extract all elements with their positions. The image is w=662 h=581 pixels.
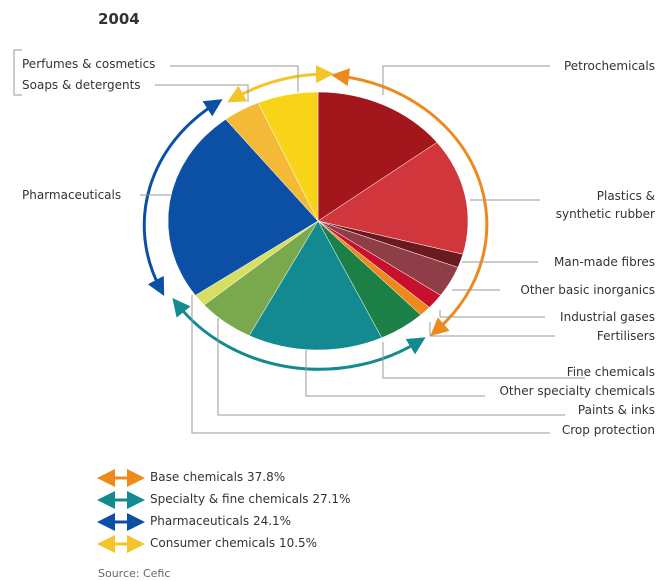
arrow xyxy=(172,297,426,371)
slice-label: Fine chemicals xyxy=(566,365,655,379)
legend-label: Specialty & fine chemicals 27.1% xyxy=(150,492,351,506)
pie-slice xyxy=(317,91,438,222)
slice-label: Soaps & detergents xyxy=(22,78,141,92)
source: Source: Cefic xyxy=(98,567,171,580)
leader-line xyxy=(191,295,550,434)
leader-line xyxy=(429,322,555,337)
slice-label: Man-made fibres xyxy=(554,255,655,269)
leader-line xyxy=(439,310,545,318)
leader-line xyxy=(217,318,565,416)
pie-slice xyxy=(317,142,469,255)
leader-line xyxy=(305,350,485,397)
slice-label: Crop protection xyxy=(561,423,655,437)
leader-line xyxy=(382,342,585,379)
slice-label: Plastics & synthetic rubber xyxy=(555,189,655,221)
leader-line xyxy=(170,65,299,92)
chart-title: 2004 xyxy=(98,10,140,28)
slice-label: Other basic inorganics xyxy=(520,283,655,297)
slice-label: Industrial gases xyxy=(560,310,655,324)
bracket xyxy=(13,49,22,96)
slice-label: Fertilisers xyxy=(596,329,655,343)
legend-label: Consumer chemicals 10.5% xyxy=(150,536,318,550)
leader-line xyxy=(382,65,550,95)
legend-label: Pharmaceuticals 24.1% xyxy=(150,514,292,528)
slice-label: Other specialty chemicals xyxy=(499,384,655,398)
leader-line xyxy=(155,84,249,102)
legend-label: Base chemicals 37.8% xyxy=(150,470,286,484)
pie-slice xyxy=(248,220,383,351)
arrow xyxy=(227,65,334,103)
slice-label: Perfumes & cosmetics xyxy=(22,57,156,71)
pie-slice xyxy=(257,91,319,222)
slice-label: Petrochemicals xyxy=(563,59,655,73)
pie-slice xyxy=(167,119,319,296)
arrow xyxy=(142,99,223,296)
slice-label: Paints & inks xyxy=(577,403,655,417)
slice-label: Pharmaceuticals xyxy=(22,188,122,202)
